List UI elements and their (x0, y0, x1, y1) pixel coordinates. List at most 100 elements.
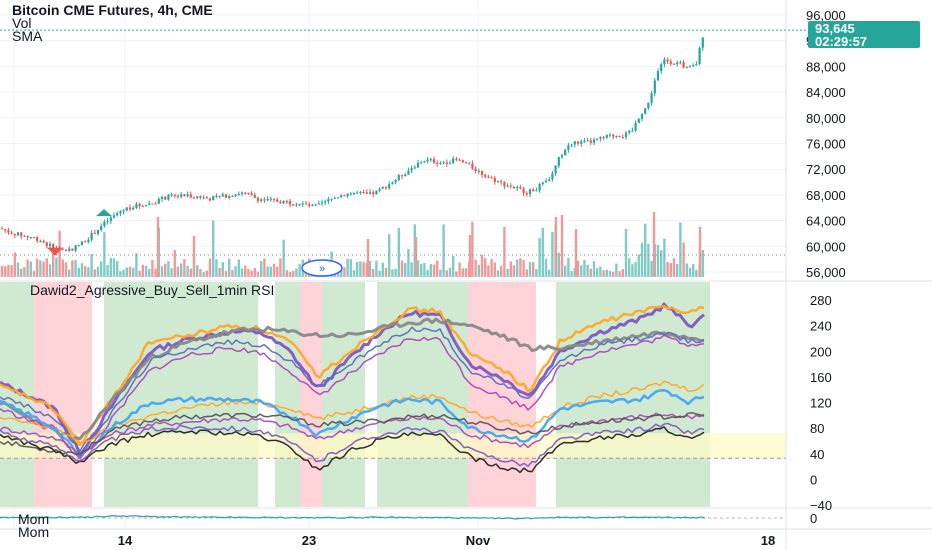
chart-title[interactable]: Bitcoin CME Futures, 4h, CME (12, 2, 213, 18)
candle-body (356, 192, 359, 194)
candle-body (343, 195, 346, 197)
volume-bar (384, 267, 388, 277)
candle-body (16, 232, 20, 236)
candle-body (208, 198, 212, 201)
volume-bar (400, 260, 404, 277)
vol-legend[interactable]: Vol (12, 15, 31, 31)
volume-bar (68, 269, 71, 277)
time-tick-label: Nov (466, 533, 491, 548)
volume-bar (256, 271, 260, 277)
candle-body (580, 141, 583, 144)
rsi-zone (275, 282, 300, 507)
volume-bar (548, 269, 551, 277)
mom-axis[interactable]: 0 (810, 511, 817, 526)
rsi-legend[interactable]: Dawid2_Agressive_Buy_Sell_1min RSI (30, 282, 274, 298)
candle-body (439, 163, 442, 165)
volume-bar (176, 266, 180, 277)
candle-body (301, 203, 304, 205)
volume-bar (10, 265, 13, 277)
volume-bar (260, 260, 263, 277)
candle-body (80, 241, 84, 246)
volume-bar (192, 236, 196, 277)
volume-bar (349, 259, 352, 277)
volume-bar (240, 268, 244, 277)
scroll-to-realtime-button[interactable]: » (301, 259, 343, 277)
volume-bar (292, 270, 295, 277)
rsi-series-line (0, 317, 705, 441)
candle-body (644, 108, 647, 114)
candle-body (436, 162, 439, 164)
candle-body (621, 136, 624, 138)
price-tick-label: 60,000 (806, 239, 846, 254)
candle-body (484, 174, 487, 177)
volume-bar (167, 261, 170, 277)
sma-legend[interactable]: SMA (12, 28, 43, 44)
candle-body (388, 184, 391, 189)
candle-body (170, 194, 173, 196)
candle-body (423, 161, 426, 163)
candle-body (400, 175, 404, 177)
candle-body (679, 62, 682, 64)
volume-bar (237, 259, 240, 277)
rsi-tick-label: 160 (810, 370, 832, 385)
price-tick-label: 80,000 (806, 111, 846, 126)
price-pane[interactable] (0, 37, 704, 277)
candle-body (615, 135, 618, 137)
candle-body (391, 182, 394, 185)
volume-bar (298, 264, 301, 277)
candle-body (157, 198, 160, 204)
volume-bar (359, 261, 362, 277)
volume-bar (4, 266, 7, 277)
volume-bar (541, 227, 544, 277)
volume-bar (426, 270, 429, 277)
candle-body (660, 64, 663, 72)
volume-bar (362, 261, 365, 277)
volume-bar (218, 267, 221, 277)
volume-bar (148, 268, 151, 277)
mom-legend-2[interactable]: Mom (18, 524, 49, 540)
volume-bar (496, 270, 500, 277)
candle-body (164, 196, 167, 200)
time-tick-label: 18 (761, 533, 775, 548)
momentum-pane[interactable] (0, 514, 786, 520)
volume-bar (621, 269, 624, 277)
volume-bar (471, 221, 474, 277)
candle-body (682, 62, 685, 68)
volume-bar (535, 269, 538, 277)
volume-bar (122, 269, 125, 277)
candle-body (324, 201, 327, 203)
rsi-zone (258, 282, 275, 507)
rsi-tick-label: 240 (810, 319, 832, 334)
volume-bar (116, 261, 119, 277)
candle-body (548, 179, 551, 182)
candle-body (205, 197, 208, 199)
volume-bar (80, 263, 84, 277)
rsi-tick-label: 80 (810, 421, 824, 436)
volume-bar (532, 262, 535, 277)
candle-body (455, 158, 458, 160)
signal-markers (47, 209, 112, 256)
candle-body (298, 203, 301, 205)
rsi-axis[interactable]: 280 240 200 160 120 80 40 0 −40 (810, 293, 832, 513)
mom-legend[interactable]: Mom (18, 511, 49, 527)
volume-bar (231, 269, 234, 277)
candle-body (346, 193, 349, 197)
volume-bar (154, 268, 157, 277)
volume-bar (36, 258, 39, 277)
candle-body (676, 62, 679, 65)
volume-bar (500, 265, 503, 277)
volume-bar (436, 260, 439, 277)
rsi-pane[interactable] (0, 282, 786, 507)
volume-bar (628, 258, 631, 277)
candle-body (141, 205, 144, 207)
candle-body (263, 199, 266, 201)
candle-body (288, 201, 292, 205)
time-axis[interactable]: 14 23 Nov 18 (118, 533, 775, 548)
candle-body (10, 232, 13, 234)
volume-bar (96, 266, 100, 277)
volume-bar (586, 264, 589, 277)
time-tick-label: 23 (302, 533, 316, 548)
candle-body (506, 185, 509, 187)
candle-body (202, 197, 205, 199)
